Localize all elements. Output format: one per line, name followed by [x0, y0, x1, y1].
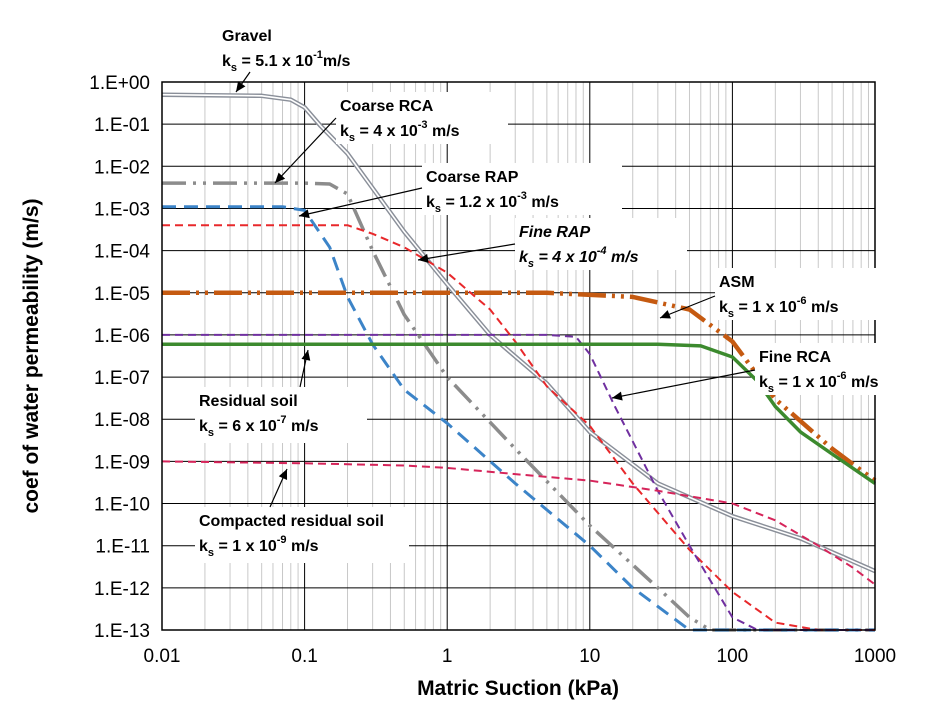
y-axis-title: coef of water permeability (m/s)	[20, 198, 43, 513]
annotation-box	[218, 22, 386, 76]
compacted-residual-soil-line	[161, 460, 876, 586]
gravel-line-inner	[161, 93, 876, 572]
annotation-residual-soil: Residual soil ks = 6 x 10-7 m/s	[195, 349, 367, 443]
annotation-title: Coarse RAP	[426, 169, 519, 186]
annotation-title: Coarse RCA	[340, 98, 434, 115]
y-tick-label: 1.E-08	[94, 410, 150, 431]
y-tick-label: 1.E-13	[94, 621, 150, 642]
annotation-title: Fine RCA	[759, 349, 831, 366]
annotation-arrow	[611, 369, 756, 399]
arrowhead-icon	[612, 391, 623, 401]
arrowhead-icon	[301, 350, 311, 361]
arrowhead-icon	[660, 310, 671, 319]
annotation-compacted-residual-soil: Compacted residual soil ks = 1 x 10-9 m/s	[195, 468, 409, 563]
arrowhead-icon	[278, 469, 288, 480]
annotation-box	[715, 268, 909, 320]
y-tick-label: 1.E-09	[94, 452, 150, 473]
annotation-title: Gravel	[222, 28, 272, 45]
annotation-title: ASM	[719, 274, 755, 291]
annotation-fine-rca: Fine RCA ks = 1 x 10-6 m/s	[611, 343, 935, 401]
x-tick-label: 10	[579, 646, 600, 667]
x-tick-label: 1	[442, 646, 453, 667]
annotation-ks: ks = 4 x 10-4 m/s	[519, 245, 639, 270]
y-tick-label: 1.E-11	[95, 537, 150, 558]
annotation-box	[195, 507, 409, 563]
y-tick-labels: 1.E+00 1.E-01 1.E-02 1.E-03 1.E-04 1.E-05 1.E-…	[89, 73, 150, 642]
annotation-arrow	[298, 187, 423, 217]
y-tick-label: 1.E-10	[94, 495, 150, 516]
annotation-box	[515, 218, 687, 270]
x-axis-title: Matric Suction (kPa)	[417, 677, 619, 700]
x-tick-labels: 0.01 0.1 1 10 100 1000	[144, 646, 897, 667]
y-tick-label: 1.E+00	[89, 73, 150, 94]
asm-line	[162, 290, 877, 483]
annotation-ks: ks = 1 x 10-9 m/s	[199, 534, 319, 559]
coarse-rap-line	[162, 205, 875, 632]
x-tick-label: 0.1	[291, 646, 317, 667]
arrowhead-icon	[236, 81, 246, 92]
annotation-ks: ks = 1.2 x 10-3 m/s	[426, 190, 559, 215]
annotation-box	[422, 163, 622, 215]
arrowhead-icon	[275, 172, 286, 183]
annotation-arrow	[274, 117, 337, 184]
y-tick-label: 1.E-07	[94, 368, 150, 389]
y-tick-label: 1.E-06	[94, 326, 150, 347]
fine-rap-line	[162, 224, 875, 631]
annotation-arrow	[417, 243, 516, 261]
annotation-ks: ks = 5.1 x 10-1m/s	[222, 49, 351, 74]
annotation-ks: ks = 6 x 10-7 m/s	[199, 414, 319, 439]
annotation-gravel: Gravel ks = 5.1 x 10-1m/s	[218, 22, 386, 93]
y-tick-label: 1.E-01	[94, 115, 150, 136]
annotation-coarse-rca: Coarse RCA ks = 4 x 10-3 m/s	[274, 92, 508, 184]
annotation-title: Fine RAP	[519, 224, 590, 241]
annotation-fine-rap: Fine RAP ks = 4 x 10-4 m/s	[417, 218, 687, 270]
y-tick-label: 1.E-02	[94, 157, 150, 178]
annotation-title: Compacted residual soil	[199, 513, 384, 530]
arrowhead-icon	[299, 209, 310, 219]
annotation-asm: ASM ks = 1 x 10-6 m/s	[659, 268, 909, 320]
fine-rca-line	[162, 333, 875, 631]
y-tick-label: 1.E-12	[94, 579, 150, 600]
annotation-box	[336, 92, 508, 144]
y-tick-label: 1.E-05	[94, 284, 150, 305]
x-tick-label: 1000	[854, 646, 896, 667]
x-tick-label: 100	[717, 646, 749, 667]
x-tick-label: 0.01	[144, 646, 181, 667]
y-tick-label: 1.E-04	[94, 242, 150, 263]
annotation-ks: ks = 1 x 10-6 m/s	[759, 370, 879, 395]
arrowhead-icon	[418, 253, 429, 263]
annotation-box	[195, 387, 367, 443]
coarse-rca-line	[162, 181, 875, 632]
annotation-coarse-rap: Coarse RAP ks = 1.2 x 10-3 m/s	[298, 163, 622, 219]
annotations: Gravel ks = 5.1 x 10-1m/s Coarse RCA ks = 4…	[195, 22, 935, 563]
series-group	[161, 92, 877, 632]
annotation-title: Residual soil	[199, 393, 298, 410]
annotation-box	[755, 343, 935, 395]
annotation-ks: ks = 1 x 10-6 m/s	[719, 295, 839, 320]
y-tick-label: 1.E-03	[94, 199, 150, 220]
annotation-ks: ks = 4 x 10-3 m/s	[340, 119, 460, 144]
